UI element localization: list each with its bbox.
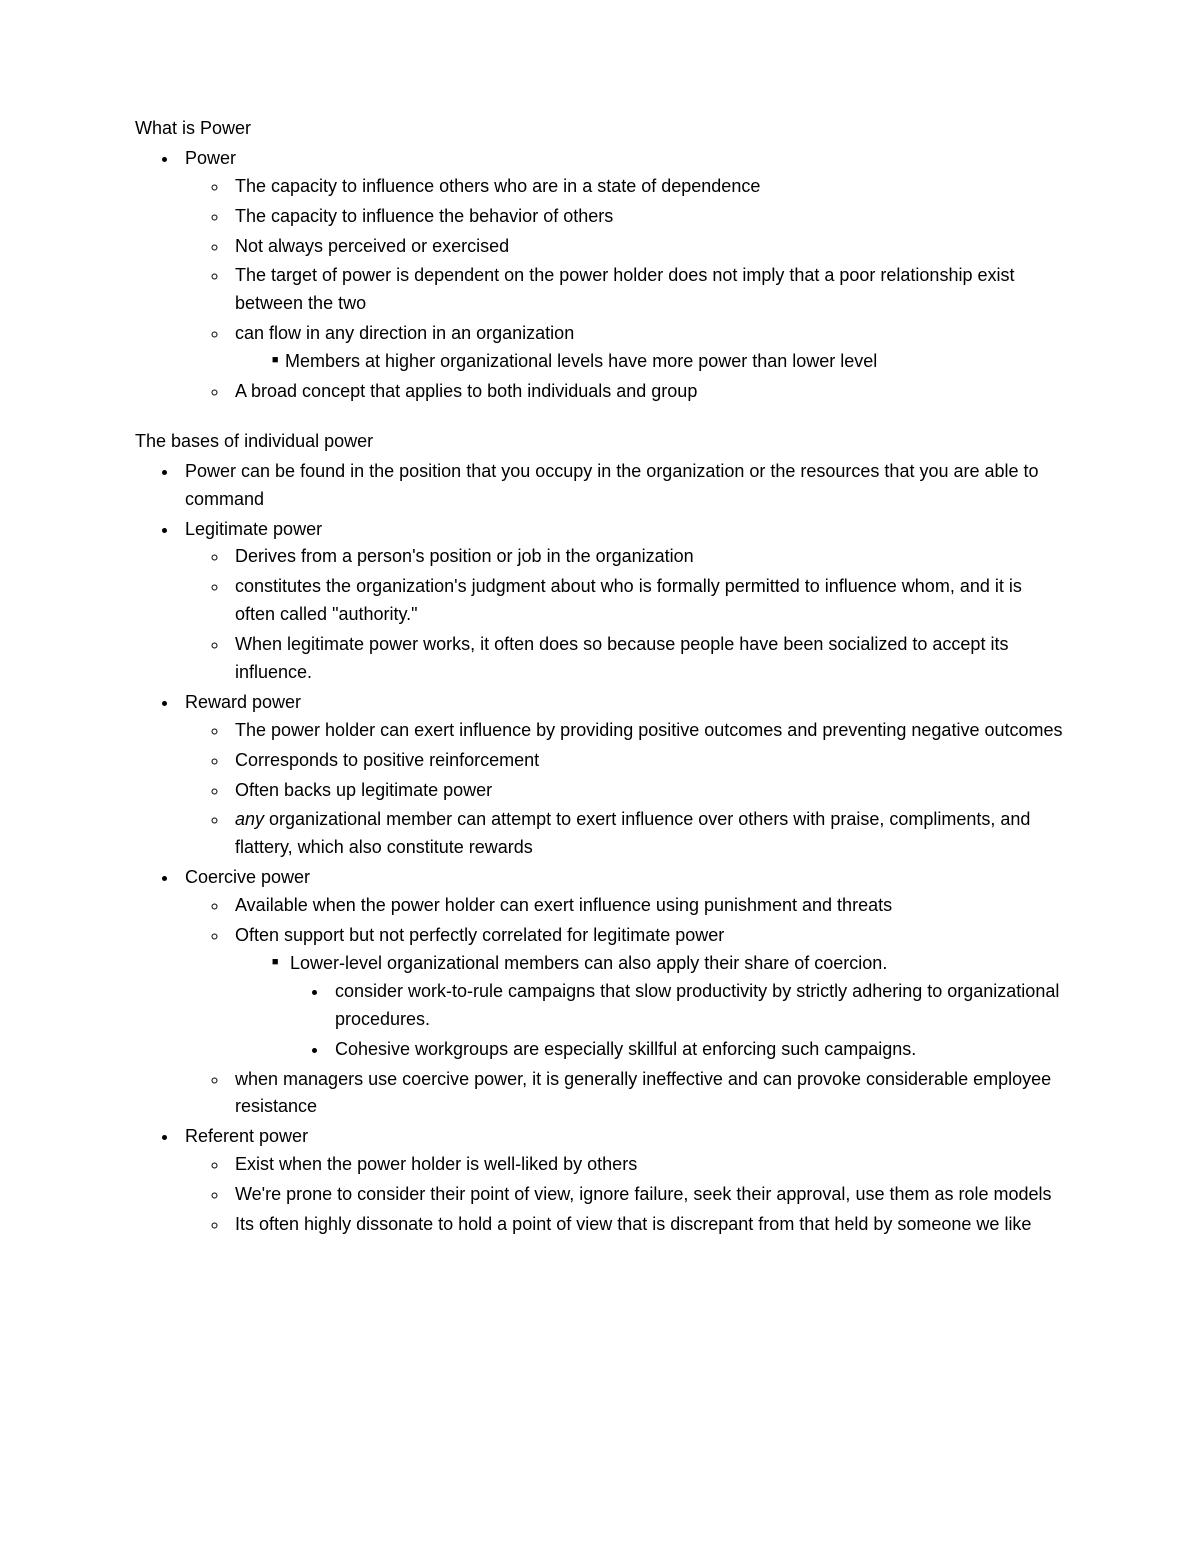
text: Coercive power bbox=[185, 867, 310, 887]
text: Lower-level organizational members can a… bbox=[290, 953, 887, 973]
list-item: Cohesive workgroups are especially skill… bbox=[329, 1036, 1065, 1064]
list-item: Members at higher organizational levels … bbox=[279, 348, 1065, 376]
list-item: Available when the power holder can exer… bbox=[229, 892, 1065, 920]
list-item: Its often highly dissonate to hold a poi… bbox=[229, 1211, 1065, 1239]
list-item: Often backs up legitimate power bbox=[229, 777, 1065, 805]
list-level-1: Power can be found in the position that … bbox=[135, 458, 1065, 1239]
list-item: The capacity to influence others who are… bbox=[229, 173, 1065, 201]
italic-text: any bbox=[235, 809, 264, 829]
text: Referent power bbox=[185, 1126, 308, 1146]
list-level-3: Lower-level organizational members can a… bbox=[235, 950, 1065, 1064]
list-item: Exist when the power holder is well-like… bbox=[229, 1151, 1065, 1179]
list-item: Referent power Exist when the power hold… bbox=[179, 1123, 1065, 1239]
text: Members at higher organizational levels … bbox=[285, 351, 877, 371]
list-item: Power can be found in the position that … bbox=[179, 458, 1065, 514]
list-level-2: The capacity to influence others who are… bbox=[185, 173, 1065, 406]
section-heading: What is Power bbox=[135, 115, 1065, 143]
list-item: consider work-to-rule campaigns that slo… bbox=[329, 978, 1065, 1034]
list-item: When legitimate power works, it often do… bbox=[229, 631, 1065, 687]
list-item: Lower-level organizational members can a… bbox=[279, 950, 1065, 1064]
list-item: The capacity to influence the behavior o… bbox=[229, 203, 1065, 231]
text: Reward power bbox=[185, 692, 301, 712]
list-item: Reward power The power holder can exert … bbox=[179, 689, 1065, 862]
list-item: The target of power is dependent on the … bbox=[229, 262, 1065, 318]
text: Often support but not perfectly correlat… bbox=[235, 925, 724, 945]
text: Legitimate power bbox=[185, 519, 322, 539]
list-item: The power holder can exert influence by … bbox=[229, 717, 1065, 745]
list-item: constitutes the organization's judgment … bbox=[229, 573, 1065, 629]
list-level-2: Exist when the power holder is well-like… bbox=[185, 1151, 1065, 1239]
text: Power bbox=[185, 148, 236, 168]
list-level-2: Derives from a person's position or job … bbox=[185, 543, 1065, 686]
section-heading: The bases of individual power bbox=[135, 428, 1065, 456]
text: organizational member can attempt to exe… bbox=[235, 809, 1030, 857]
list-item: Power The capacity to influence others w… bbox=[179, 145, 1065, 406]
list-level-2: The power holder can exert influence by … bbox=[185, 717, 1065, 862]
list-item: Not always perceived or exercised bbox=[229, 233, 1065, 261]
list-item: Coercive power Available when the power … bbox=[179, 864, 1065, 1121]
list-level-1: Power The capacity to influence others w… bbox=[135, 145, 1065, 406]
list-item: Corresponds to positive reinforcement bbox=[229, 747, 1065, 775]
list-item: Often support but not perfectly correlat… bbox=[229, 922, 1065, 1063]
list-item: any organizational member can attempt to… bbox=[229, 806, 1065, 862]
list-level-4: consider work-to-rule campaigns that slo… bbox=[285, 978, 1065, 1064]
list-level-2: Available when the power holder can exer… bbox=[185, 892, 1065, 1121]
list-item: A broad concept that applies to both ind… bbox=[229, 378, 1065, 406]
list-item: We're prone to consider their point of v… bbox=[229, 1181, 1065, 1209]
list-item: when managers use coercive power, it is … bbox=[229, 1066, 1065, 1122]
document-page: What is Power Power The capacity to infl… bbox=[0, 0, 1200, 1553]
list-item: Legitimate power Derives from a person's… bbox=[179, 516, 1065, 687]
list-level-3: Members at higher organizational levels … bbox=[235, 348, 1065, 376]
text: can flow in any direction in an organiza… bbox=[235, 323, 574, 343]
list-item: Derives from a person's position or job … bbox=[229, 543, 1065, 571]
list-item: can flow in any direction in an organiza… bbox=[229, 320, 1065, 376]
